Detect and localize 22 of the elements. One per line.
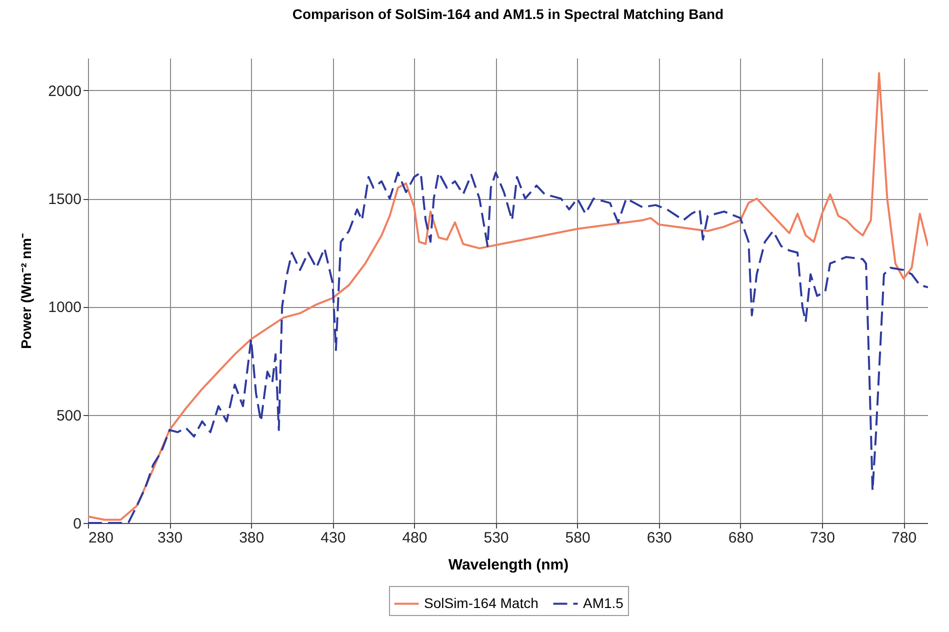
x-tick-label: 430 <box>320 530 346 546</box>
x-tick-label: 680 <box>728 530 754 546</box>
y-tick-label: 500 <box>56 407 82 424</box>
x-tick-label: 530 <box>484 530 509 546</box>
line-series <box>87 72 928 521</box>
y-tick-label: 1000 <box>48 299 82 316</box>
x-tick-label: 280 <box>88 530 114 546</box>
y-tick-label: 1500 <box>48 191 82 208</box>
x-tick-label: 580 <box>565 530 590 546</box>
y-tick-label: 2000 <box>48 82 82 100</box>
x-tick-label: 330 <box>158 530 183 546</box>
x-axis-title: Wavelength (nm) <box>448 556 569 574</box>
y-tick-label: 0 <box>73 516 82 532</box>
y-axis-title: Power (Wm⁻² nm⁻ <box>18 233 34 349</box>
legend-label: SolSim-164 Match <box>424 594 538 611</box>
x-tick-label: 730 <box>810 530 835 546</box>
x-tick-label: 480 <box>402 530 428 546</box>
x-tick-label: 780 <box>892 530 917 546</box>
x-tick-label: 380 <box>239 530 264 546</box>
x-tick-label: 630 <box>646 530 672 546</box>
legend-label: AM1.5 <box>583 594 624 611</box>
chart-title: Comparison of SolSim-164 and AM1.5 in Spectral Matching Band <box>292 6 724 22</box>
